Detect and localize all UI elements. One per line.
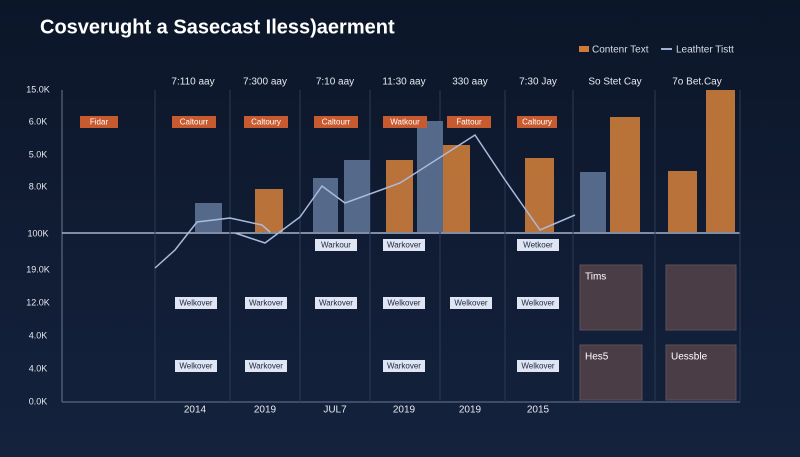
bar xyxy=(417,121,443,232)
tag-label: Wetkoer xyxy=(523,241,553,250)
tag-label: Caltourr xyxy=(322,118,351,127)
tag xyxy=(245,297,287,309)
row-label: 5.0K xyxy=(29,149,48,159)
column-header: So Stet Cay xyxy=(588,77,641,88)
tag xyxy=(315,239,357,251)
tag-label: Welkover xyxy=(179,299,213,308)
footer-label: 2019 xyxy=(459,405,482,416)
tag-label: Warkover xyxy=(319,299,353,308)
column-header: 11:30 aay xyxy=(382,77,425,88)
tag xyxy=(175,360,217,372)
bar xyxy=(525,158,554,232)
column-header: 7:110 aay xyxy=(171,77,214,88)
bar xyxy=(580,172,606,232)
panel xyxy=(579,264,643,331)
bar xyxy=(255,189,283,232)
tag-label: Watkour xyxy=(390,118,420,127)
tag-label: Warkover xyxy=(249,362,283,371)
bar xyxy=(195,203,222,232)
tag xyxy=(447,116,491,128)
tag-label: Caltoury xyxy=(522,118,552,127)
tag xyxy=(383,116,427,128)
tag xyxy=(383,239,425,251)
row-label: 4.0K xyxy=(29,363,48,373)
footer-label: 2015 xyxy=(527,405,550,416)
row-label: 12.0K xyxy=(26,297,50,307)
footer-label: 2014 xyxy=(184,405,207,416)
legend-swatch xyxy=(579,46,589,52)
tag-label: Welkover xyxy=(454,299,488,308)
trend-line xyxy=(154,217,271,269)
column-header: 7:30 Jay xyxy=(519,77,557,88)
tag-label: Welkover xyxy=(521,299,555,308)
tag-label: Fattour xyxy=(456,118,482,127)
row-label: 4.0K xyxy=(29,330,48,340)
tag-label: Warkover xyxy=(387,241,421,250)
tag-label: Welkover xyxy=(387,299,421,308)
column-header: 7:300 aay xyxy=(243,77,287,88)
tag-label: Fidar xyxy=(90,118,109,127)
tag xyxy=(517,297,559,309)
column-header: 7:10 aay xyxy=(316,77,354,88)
column-header: 7o Bet.Cay xyxy=(672,77,721,88)
column-header: 330 aay xyxy=(452,77,488,88)
row-label: 15.0K xyxy=(26,84,50,94)
tag-label: Welkover xyxy=(179,362,213,371)
tag xyxy=(175,297,217,309)
row-label: 6.0K xyxy=(29,116,48,126)
tag xyxy=(450,297,492,309)
tag xyxy=(172,116,216,128)
tag xyxy=(517,116,557,128)
tag-label: Warkover xyxy=(249,299,283,308)
tag xyxy=(314,116,358,128)
tag xyxy=(315,297,357,309)
panel-label: Hes5 xyxy=(585,352,609,363)
tag-label: Caltoury xyxy=(251,118,281,127)
row-label: 100K xyxy=(27,228,48,238)
tag xyxy=(244,116,288,128)
row-label: 0.0K xyxy=(29,396,48,406)
row-label: 8.0K xyxy=(29,181,48,191)
tag xyxy=(383,360,425,372)
legend-label: Contenr Text xyxy=(592,45,649,56)
row-label: 19.0K xyxy=(26,264,50,274)
bar xyxy=(706,90,735,232)
bar xyxy=(610,117,640,232)
footer-label: JUL7 xyxy=(323,405,347,416)
tag xyxy=(383,297,425,309)
tag xyxy=(517,239,559,251)
panel xyxy=(665,344,737,401)
legend-label: Leathter Tistt xyxy=(676,45,734,56)
panel xyxy=(579,344,643,401)
bar xyxy=(313,178,338,232)
footer-label: 2019 xyxy=(254,405,277,416)
tag-label: Welkover xyxy=(521,362,555,371)
panel xyxy=(665,264,737,331)
tag-label: Warkover xyxy=(387,362,421,371)
footer-label: 2019 xyxy=(393,405,416,416)
tag-label: Warkour xyxy=(321,241,351,250)
bar xyxy=(386,160,413,232)
panel-label: Tims xyxy=(585,272,606,283)
tag-label: Caltourr xyxy=(180,118,209,127)
tag xyxy=(245,360,287,372)
trend-line xyxy=(234,133,576,244)
tag xyxy=(80,116,118,128)
panel-label: Uessble xyxy=(671,352,708,363)
bar xyxy=(668,171,697,232)
title: Cosverught a Sasecast Iless)aerment xyxy=(40,16,395,38)
tag xyxy=(517,360,559,372)
bar xyxy=(443,145,470,232)
